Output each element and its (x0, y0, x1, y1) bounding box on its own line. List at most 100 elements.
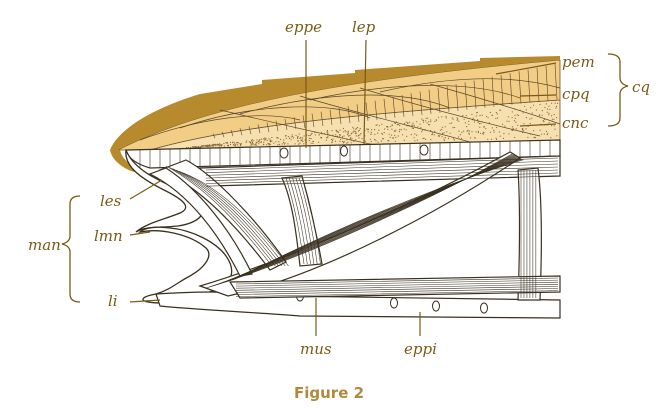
stipple-dot (246, 140, 248, 142)
fibre-line (509, 73, 513, 105)
stipple-dot (351, 132, 353, 134)
stipple-dot (297, 140, 299, 142)
stipple-dot (347, 131, 349, 133)
stipple-dot (441, 136, 443, 138)
fibre-line (230, 129, 234, 137)
stipple-dot (276, 137, 278, 139)
pillar-striation (289, 177, 308, 265)
stipple-dot (447, 137, 450, 139)
stipple-dot (511, 129, 513, 131)
stipple-dot (266, 144, 268, 146)
stipple-dot (338, 135, 340, 137)
stipple-dot (511, 111, 513, 113)
stipple-dot (261, 138, 263, 140)
stipple-dot (386, 126, 388, 128)
stipple-dot (468, 123, 470, 125)
stipple-dot (553, 125, 555, 127)
fibre-line (482, 78, 486, 108)
stipple-dot (327, 132, 329, 134)
label-cnc: cnc (562, 114, 589, 132)
lower-band-striation (235, 290, 559, 297)
stipple-dot (444, 126, 446, 128)
stipple-dot (195, 145, 197, 147)
fibre-line (455, 84, 459, 111)
stipple-dot (192, 146, 194, 148)
fibre-line (329, 109, 333, 126)
stipple-dot (209, 144, 211, 146)
stipple-dot (525, 128, 527, 130)
stipple-dot (531, 112, 533, 114)
stipple-dot (233, 142, 236, 144)
stipple-dot (370, 141, 372, 143)
stipple-dot (414, 140, 416, 142)
stipple-dot (430, 121, 432, 123)
stipple-dot (217, 143, 219, 145)
stipple-dot (524, 105, 526, 107)
stipple-dot (253, 144, 255, 146)
stipple-dot (339, 129, 341, 131)
stipple-dot (392, 137, 394, 139)
stipple-dot (472, 117, 474, 119)
stipple-dot (504, 125, 506, 127)
stipple-dot (444, 137, 446, 139)
stipple-dot (353, 128, 355, 130)
stipple-dot (334, 140, 337, 142)
stipple-dot (485, 128, 487, 130)
stipple-dot (457, 118, 459, 120)
stipple-dot (557, 102, 559, 104)
stipple-dot (350, 142, 352, 144)
stipple-dot (439, 134, 441, 136)
pillar-striation (285, 177, 305, 265)
stipple-dot (412, 124, 414, 126)
stipple-dot (226, 142, 228, 144)
stipple-dot (516, 114, 518, 116)
stipple-dot (533, 104, 535, 106)
stipple-dot (357, 135, 359, 137)
stipple-dot (215, 143, 217, 145)
stipple-dot (547, 132, 549, 134)
stipple-dot (426, 122, 428, 124)
upper-band-striation (205, 157, 559, 171)
lower-epidermis-band (155, 291, 561, 319)
stipple-dot (523, 130, 525, 132)
stipple-dot (394, 130, 396, 133)
stipple-dot (398, 131, 400, 133)
stipple-dot (422, 137, 424, 140)
stipple-dot (405, 129, 407, 131)
stipple-dot (502, 123, 504, 125)
stipple-dot (411, 124, 413, 126)
stipple-dot (477, 121, 479, 123)
stipple-dot (284, 142, 286, 144)
stipple-dot (430, 138, 432, 141)
stipple-dot (268, 143, 270, 145)
stipple-dot (264, 137, 266, 139)
stipple-dot (468, 132, 470, 134)
stipple-dot (378, 125, 380, 127)
stipple-dot (407, 123, 409, 125)
stipple-dot (395, 136, 397, 138)
stipple-dot (347, 132, 349, 134)
stipple-dot (341, 140, 344, 142)
stipple-dot (443, 139, 445, 142)
stipple-dot (388, 133, 390, 135)
mandible-striation (179, 171, 286, 267)
fibre-line (500, 74, 504, 106)
stipple-dot (417, 126, 419, 128)
stipple-dot (332, 138, 334, 140)
stipple-dot (541, 114, 543, 116)
stipple-dot (268, 138, 270, 140)
stipple-dot (409, 121, 411, 123)
stipple-dot (273, 142, 275, 144)
stipple-dot (446, 131, 448, 133)
stipple-dot (443, 138, 445, 140)
stipple-dot (468, 120, 470, 122)
stipple-dot (302, 137, 304, 139)
stipple-dot (493, 129, 495, 131)
stipple-dot (533, 130, 535, 132)
stipple-dot (441, 116, 443, 118)
stipple-dot (475, 131, 477, 133)
stipple-dot (477, 130, 479, 132)
stipple-dot (497, 117, 499, 119)
stipple-dot (344, 130, 346, 132)
stipple-dot (468, 130, 470, 132)
